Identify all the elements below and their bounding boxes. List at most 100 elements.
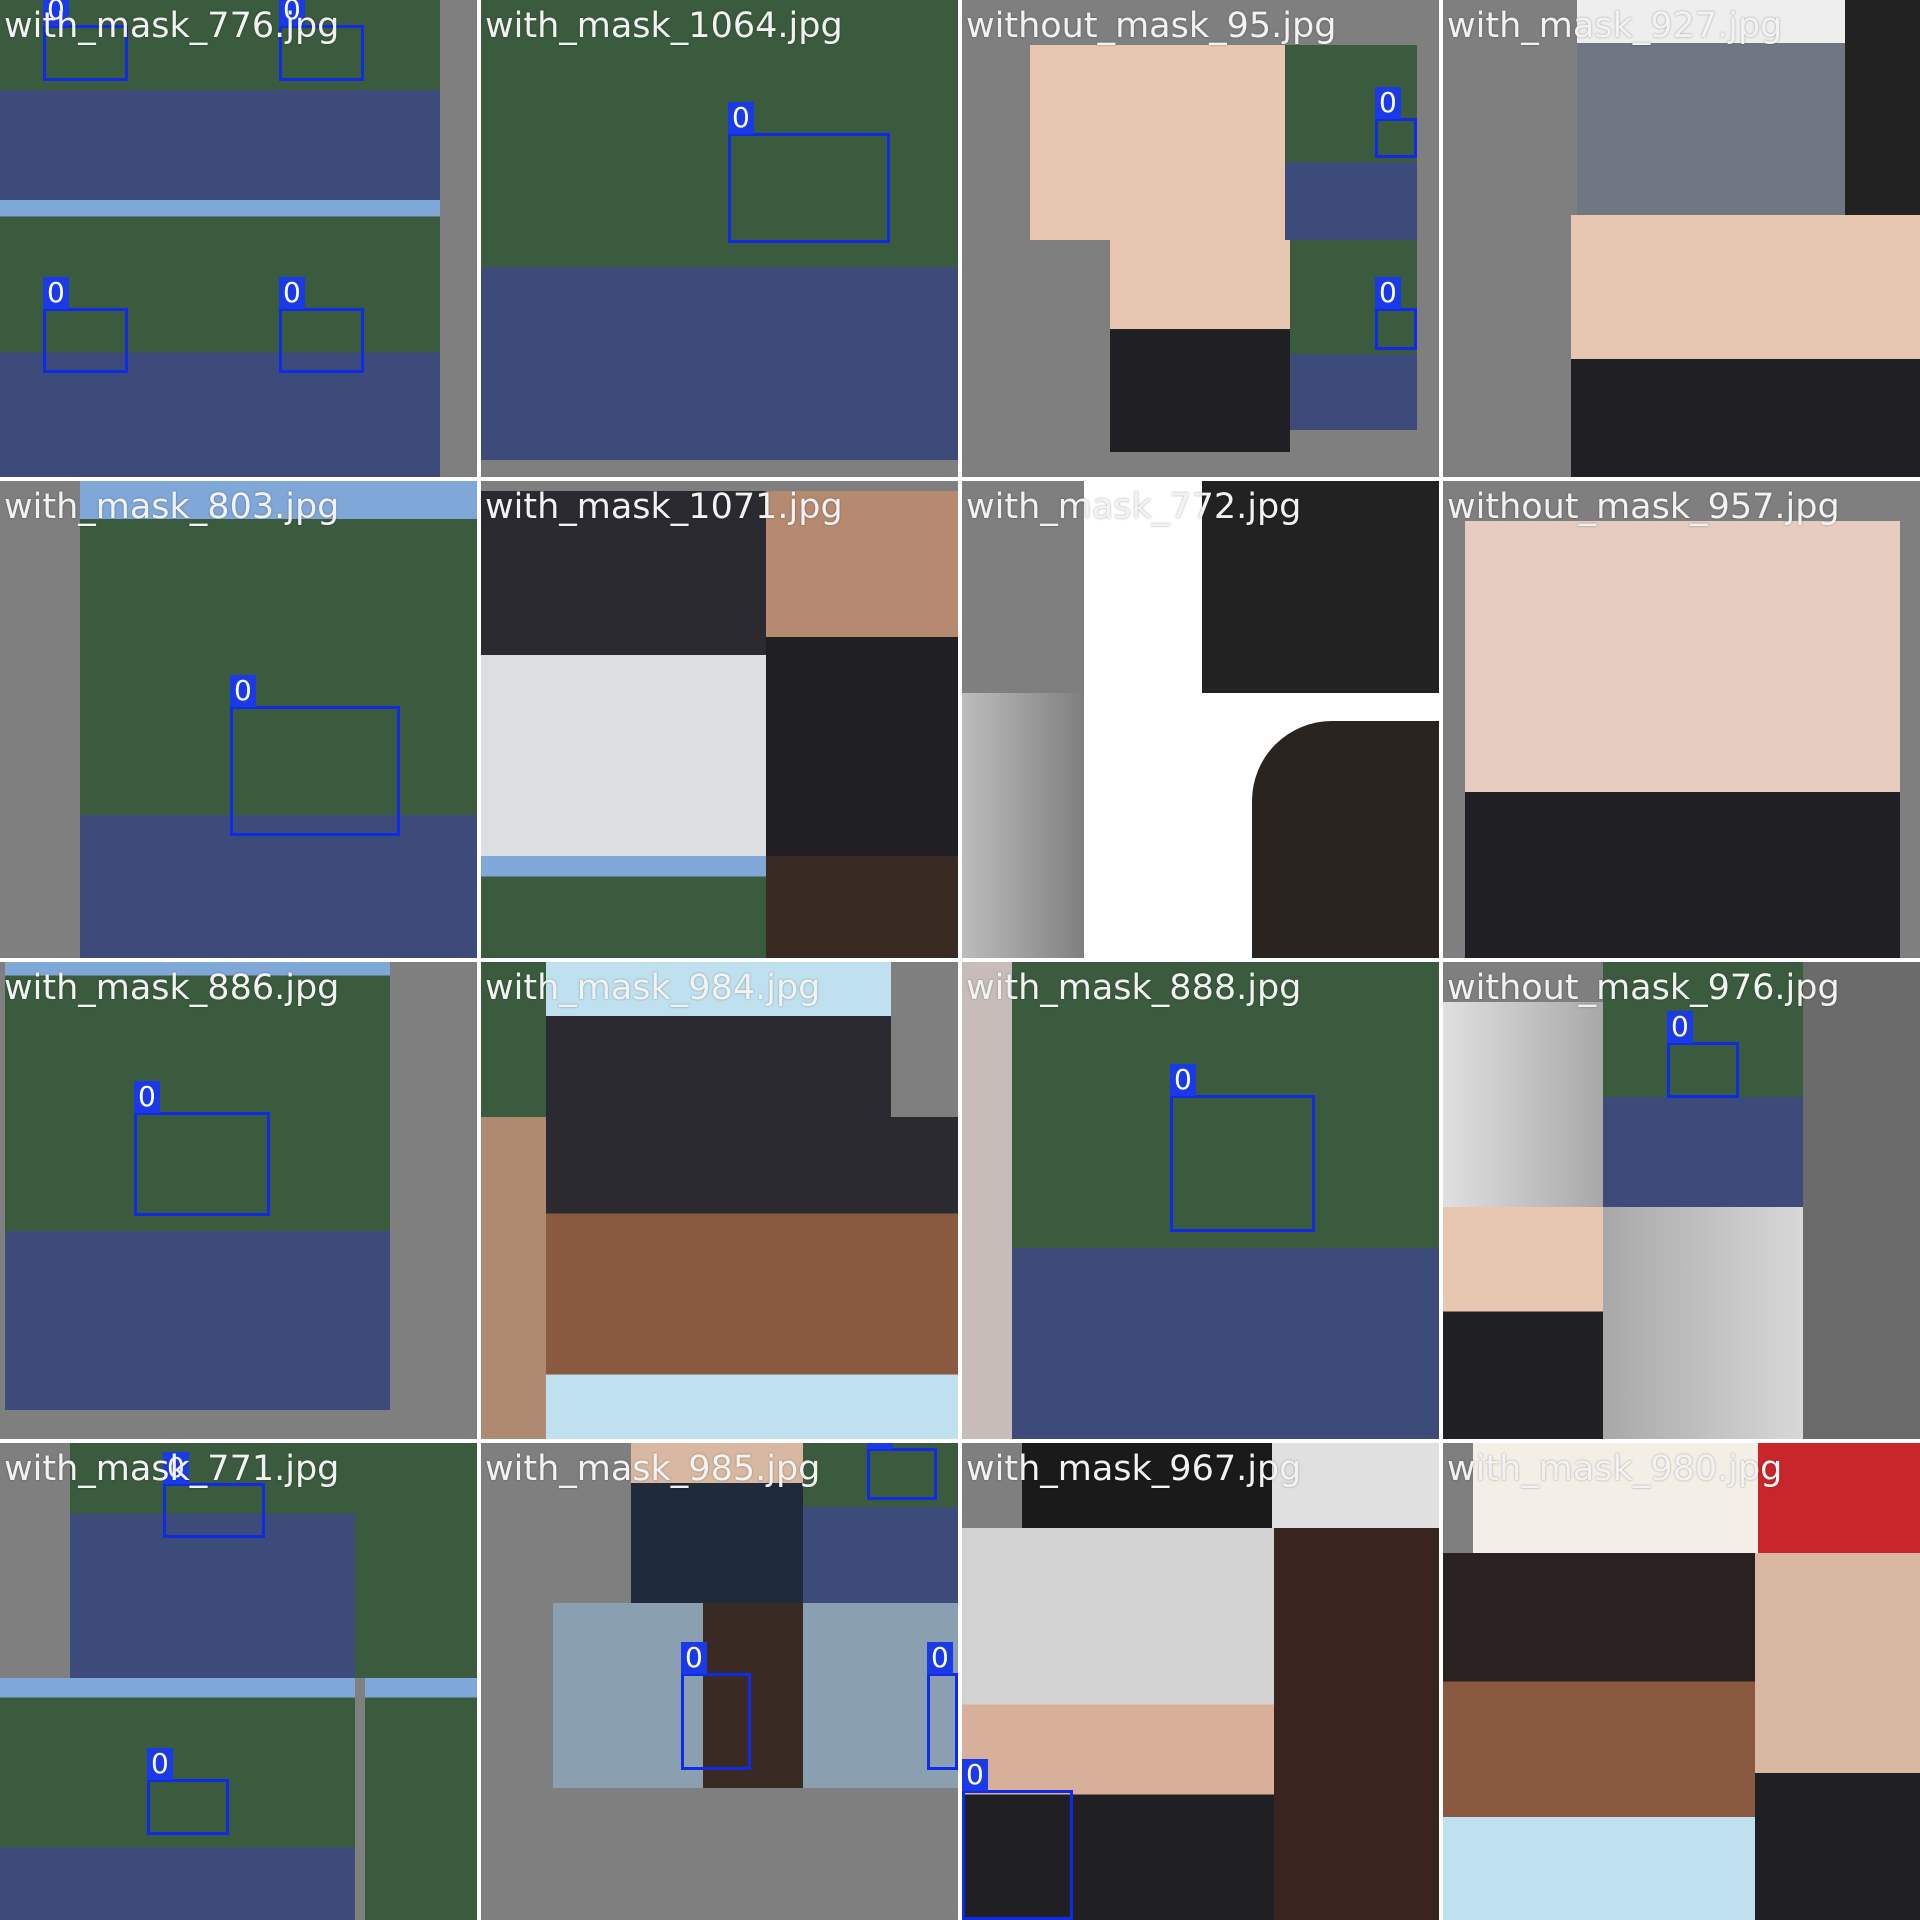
detection-box: 0 <box>867 1443 937 1500</box>
photo-masked-man-small <box>1603 962 1803 1207</box>
tile-filename: without_mask_976.jpg <box>1447 968 1840 1008</box>
photo-dark-hair-strip <box>766 856 958 958</box>
photo-man-surgical-mask <box>546 1117 958 1439</box>
detection-box: 0 <box>681 1642 751 1770</box>
photo-building-strip <box>481 856 766 958</box>
photo-woman-black-mask <box>1755 1553 1920 1920</box>
photo-masked-man-small-2 <box>1290 240 1417 430</box>
class-tag: 0 <box>728 102 754 134</box>
tile-filename: with_mask_803.jpg <box>4 487 340 527</box>
detection-box: 0 <box>134 1081 270 1216</box>
photo-top-light <box>1473 1443 1758 1553</box>
photo-building-right-top <box>355 1443 477 1678</box>
photo-masked-man-4 <box>205 200 440 477</box>
photo-masked-man-2 <box>205 0 440 200</box>
tile-without-mask-957: without_mask_957.jpg <box>1443 481 1920 958</box>
tile-with-mask-776: 0 0 0 0 with_mask_776.jpg <box>0 0 477 477</box>
tile-with-mask-980: with_mask_980.jpg <box>1443 1443 1920 1920</box>
tile-with-mask-886: 0 with_mask_886.jpg <box>0 962 477 1439</box>
tile-filename: with_mask_980.jpg <box>1447 1449 1783 1489</box>
class-tag: 0 <box>230 675 256 707</box>
class-tag: 0 <box>43 0 69 26</box>
photo-woman-turtleneck-1 <box>1443 1002 1603 1247</box>
detection-box: 0 <box>728 102 890 243</box>
detection-box: 0 <box>43 0 128 81</box>
photo-black-mask-chin <box>631 1443 803 1603</box>
photo-black-mask-face <box>1110 240 1290 452</box>
tile-without-mask-976: 0 without_mask_976.jpg <box>1443 962 1920 1439</box>
photo-right-gray <box>1803 962 1920 1439</box>
photo-top-band <box>1022 1443 1439 1528</box>
tile-with-mask-985: 0 0 0 with_mask_985.jpg <box>481 1443 958 1920</box>
photo-light-edge <box>962 962 1012 1439</box>
detection-box: 0 <box>1375 277 1417 350</box>
tile-without-mask-95: 0 0 without_mask_95.jpg <box>962 0 1439 477</box>
tile-with-mask-1071: with_mask_1071.jpg <box>481 481 958 958</box>
tile-with-mask-888: 0 with_mask_888.jpg <box>962 962 1439 1439</box>
tile-filename: with_mask_985.jpg <box>485 1449 821 1489</box>
detection-box: 0 <box>1667 1011 1739 1098</box>
photo-dark-hair <box>1252 721 1439 958</box>
tile-filename: with_mask_984.jpg <box>485 968 821 1008</box>
class-tag: 0 <box>1667 1011 1693 1043</box>
photo-masked-man <box>5 962 390 1410</box>
detection-box: 0 <box>279 0 364 81</box>
photo-surgical-mask-top <box>546 962 891 1117</box>
class-tag: 0 <box>279 0 305 26</box>
photo-black-fabric <box>1202 481 1439 693</box>
photo-gray-mask-closeup <box>1577 0 1845 215</box>
class-tag: 0 <box>163 1452 189 1484</box>
tile-filename: with_mask_1064.jpg <box>485 6 843 46</box>
photo-black-mask-woman <box>766 491 958 856</box>
photo-black-mask-face <box>1443 1207 1603 1439</box>
photo-masked-man-small <box>803 1443 958 1603</box>
photo-face-black-mask-closeup <box>1465 521 1900 958</box>
photo-woman-turtleneck-2 <box>1603 1207 1803 1439</box>
detection-box: 0 <box>1375 87 1417 158</box>
class-tag: 0 <box>1375 277 1401 309</box>
photo-gray-gradient <box>962 693 1084 958</box>
photo-masked-man <box>1012 962 1439 1439</box>
tile-with-mask-803: 0 with_mask_803.jpg <box>0 481 477 958</box>
tile-filename: with_mask_967.jpg <box>966 1449 1302 1489</box>
photo-building-right-bottom <box>365 1678 477 1920</box>
class-tag: 0 <box>43 277 69 309</box>
photo-masked-man-3 <box>0 200 205 477</box>
tile-with-mask-772: with_mask_772.jpg <box>962 481 1439 958</box>
tile-filename: with_mask_772.jpg <box>966 487 1302 527</box>
photo-masked-man-bottom <box>0 1678 355 1920</box>
tile-with-mask-1064: 0 with_mask_1064.jpg <box>481 0 958 477</box>
detection-box: 0 <box>230 675 400 836</box>
photo-woman-surgical-mask-2 <box>803 1603 958 1788</box>
photo-masked-man-1 <box>0 0 205 200</box>
photo-left-strip <box>481 1117 546 1439</box>
photo-man-surgical-mask <box>1443 1553 1755 1920</box>
tile-filename: with_mask_776.jpg <box>4 6 340 46</box>
tile-with-mask-967: 0 with_mask_967.jpg <box>962 1443 1439 1920</box>
class-tag: 0 <box>147 1748 173 1780</box>
detection-box: 0 <box>962 1759 1073 1920</box>
detection-box: 0 <box>147 1748 229 1835</box>
photo-man-black-mask <box>962 1528 1274 1920</box>
tile-filename: without_mask_957.jpg <box>1447 487 1840 527</box>
detection-box: 0 <box>163 1452 265 1538</box>
tile-filename: with_mask_1071.jpg <box>485 487 843 527</box>
tile-filename: with_mask_771.jpg <box>4 1449 340 1489</box>
tile-filename: with_mask_888.jpg <box>966 968 1302 1008</box>
photo-green-wall <box>481 962 546 1117</box>
class-tag: 0 <box>1170 1064 1196 1096</box>
detection-box: 0 <box>927 1642 958 1770</box>
tile-filename: with_mask_886.jpg <box>4 968 340 1008</box>
photo-eyes-black-mask <box>1571 215 1841 477</box>
photo-masked-man <box>481 0 958 460</box>
photo-top-red <box>1758 1443 1920 1553</box>
photo-woman-surgical-mask-1 <box>553 1603 803 1788</box>
class-tag: 0 <box>681 1642 707 1674</box>
tile-with-mask-771: 0 0 with_mask_771.jpg <box>0 1443 477 1920</box>
class-tag: 0 <box>1375 87 1401 119</box>
photo-masked-man-top <box>70 1443 355 1678</box>
photo-dark-brown <box>1274 1528 1439 1920</box>
tile-filename: without_mask_95.jpg <box>966 6 1337 46</box>
class-tag: 0 <box>134 1081 160 1113</box>
